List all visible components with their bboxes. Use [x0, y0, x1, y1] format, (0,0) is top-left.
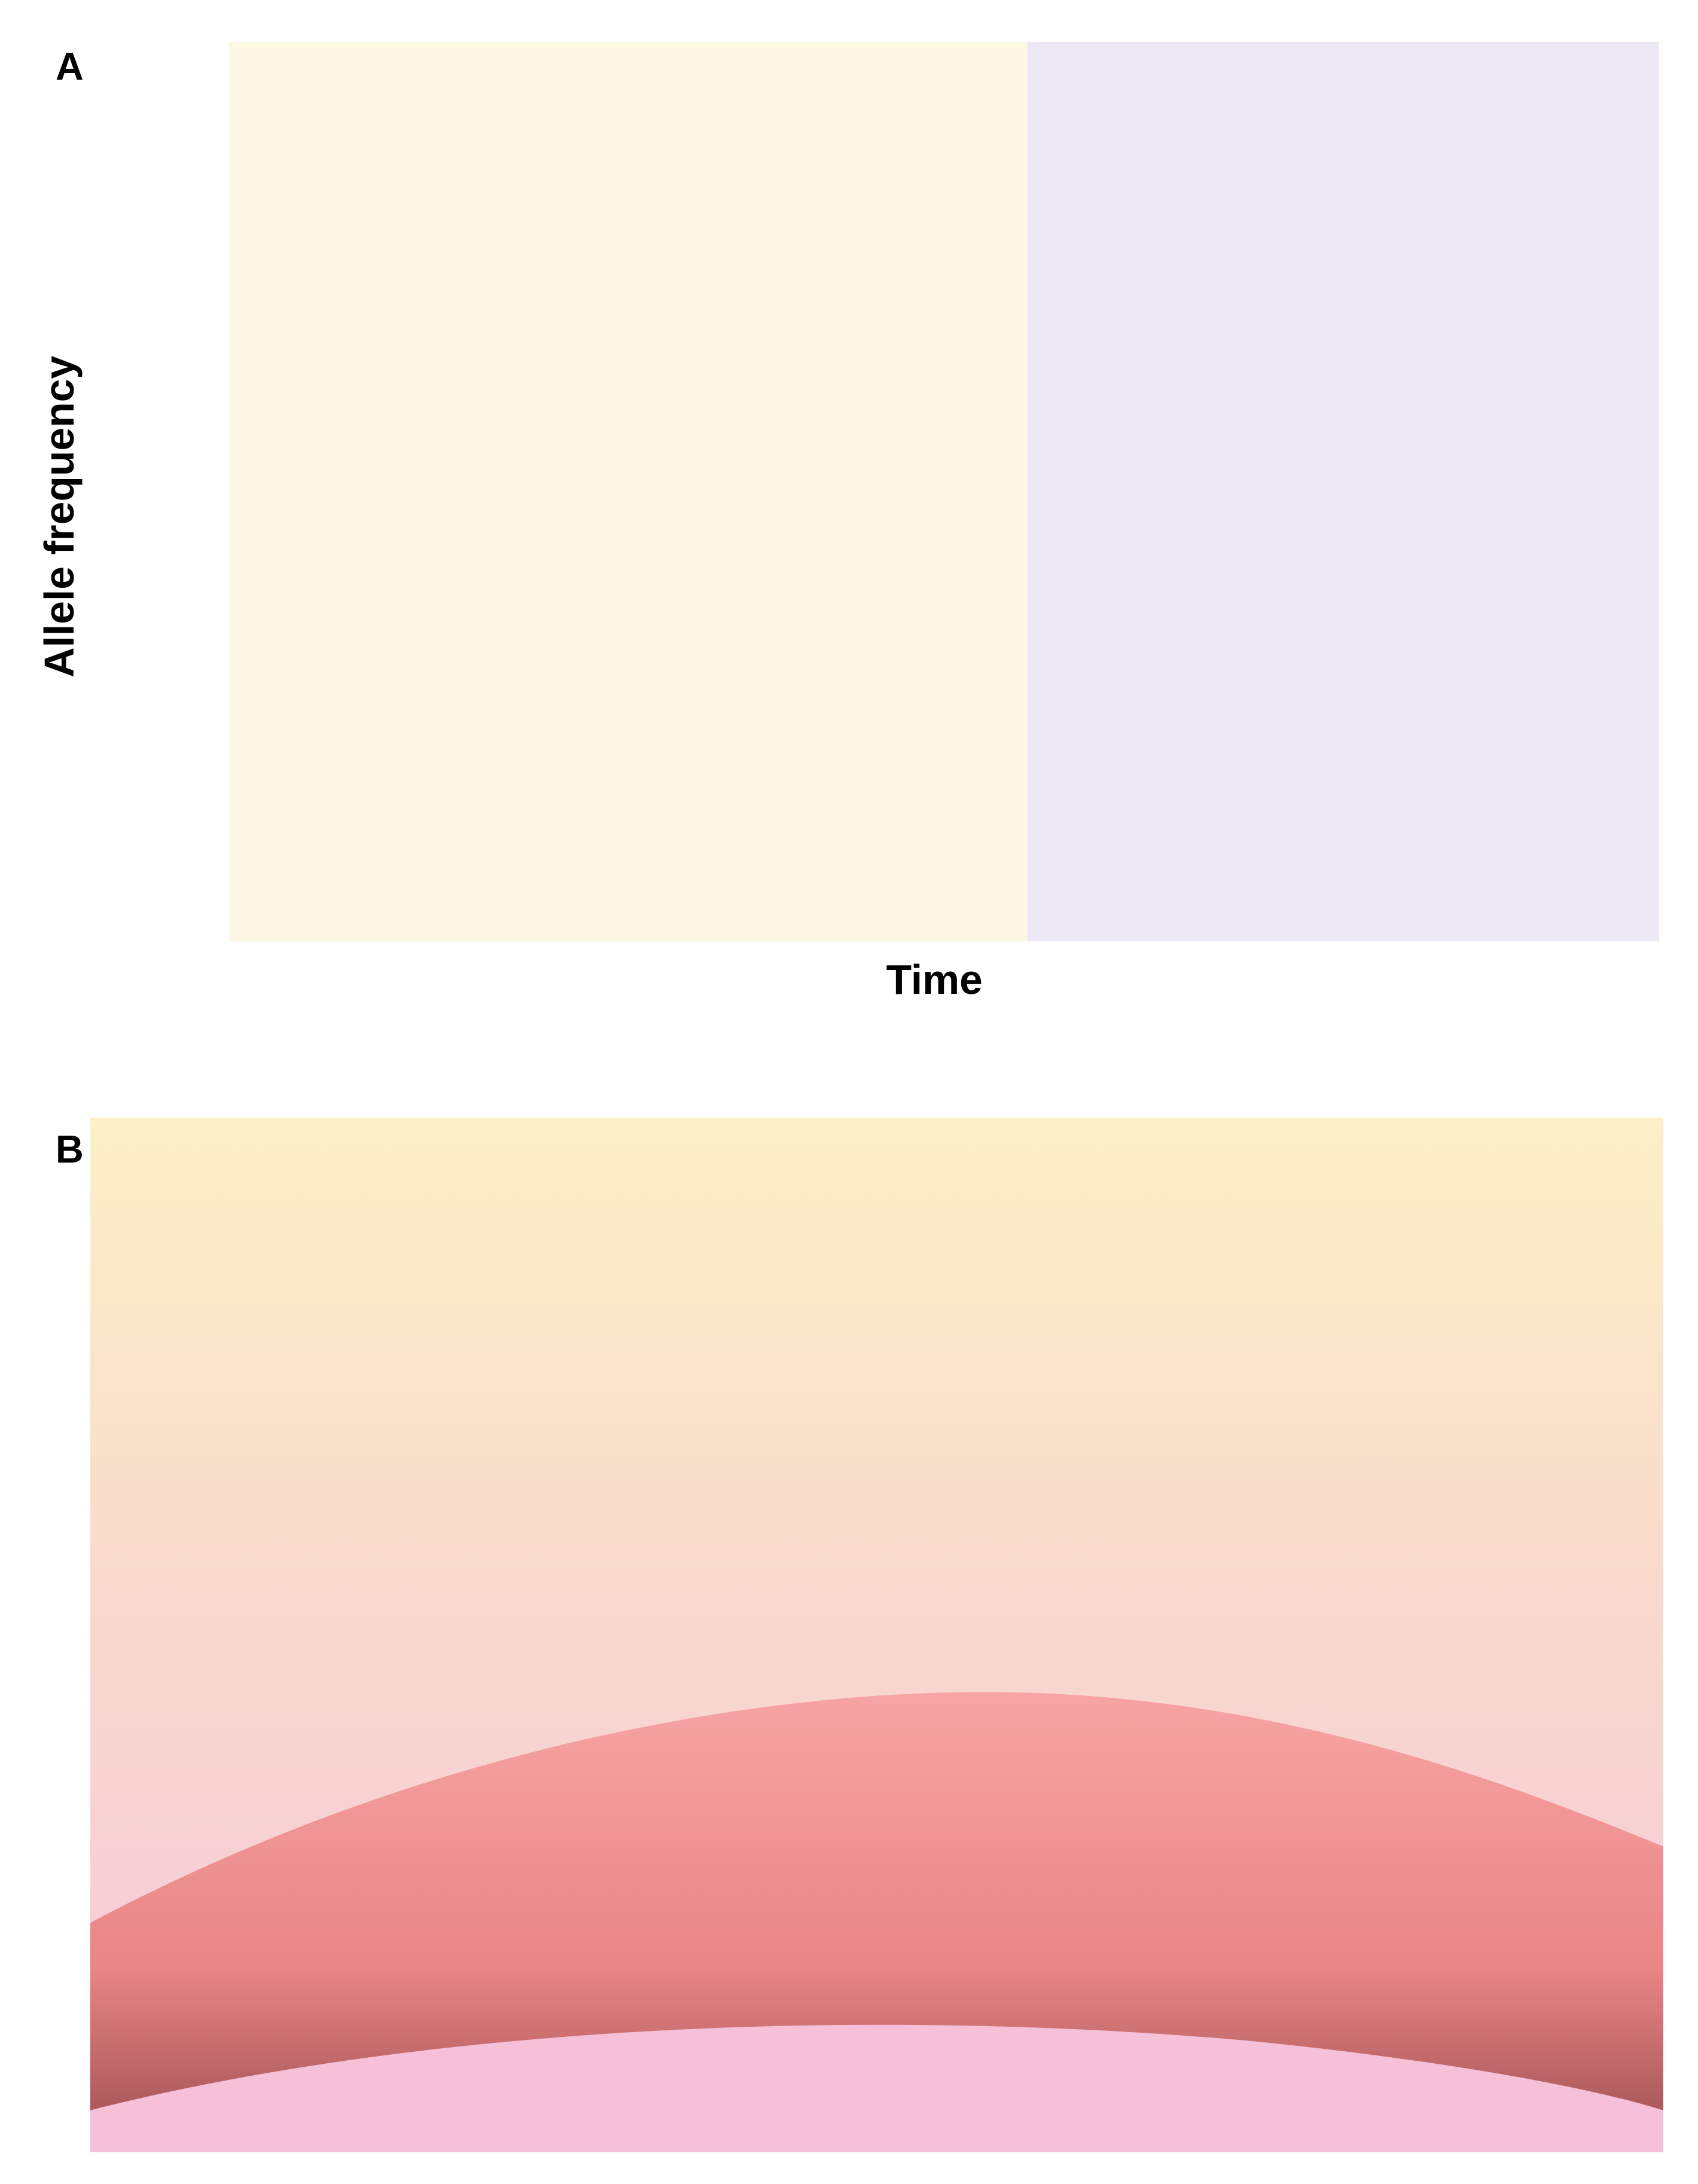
x-axis-label: Time — [886, 956, 983, 1003]
phase-bg — [229, 41, 1028, 942]
panel-label: B — [56, 1127, 84, 1171]
panel-label: A — [56, 45, 84, 89]
blood-vessel — [90, 1692, 1663, 2152]
vessel-wall — [90, 2024, 1663, 2152]
phase-bg — [1027, 41, 1660, 942]
y-axis-label: Allele frequency — [36, 356, 83, 678]
